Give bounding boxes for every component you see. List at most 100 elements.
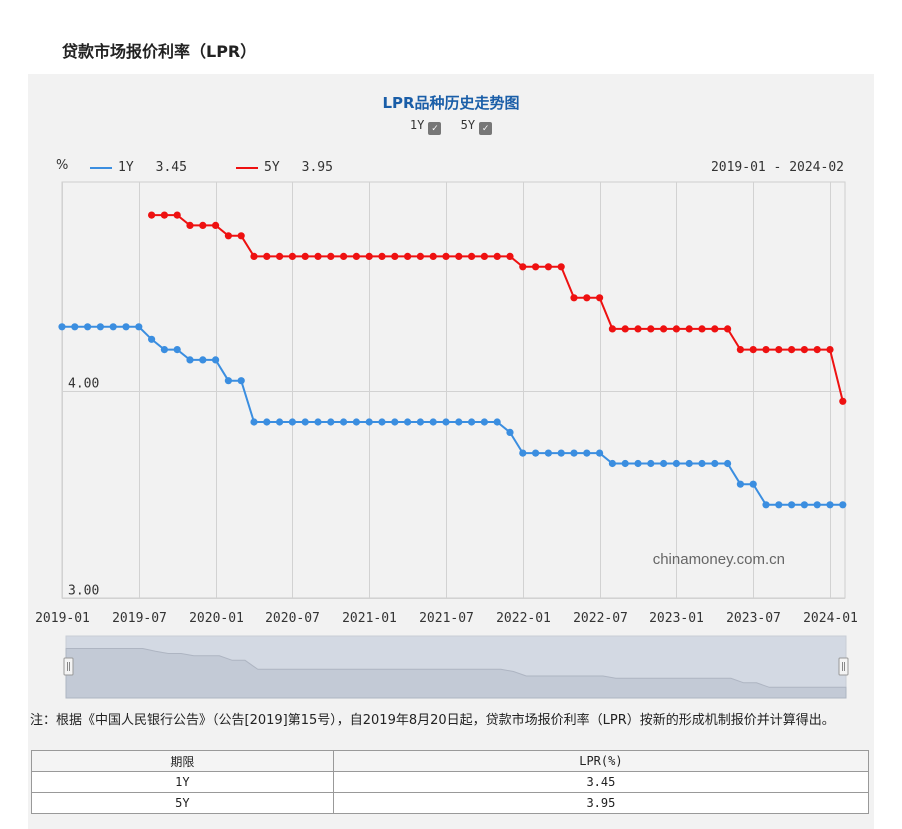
data-point-1y[interactable] [186,356,194,364]
data-point-5y[interactable] [621,325,629,333]
data-point-1y[interactable] [736,480,745,488]
checkbox-icon[interactable]: ✓ [428,122,442,135]
data-point-5y[interactable] [608,325,617,333]
data-point-5y[interactable] [749,346,757,354]
data-point-5y[interactable] [186,221,194,229]
data-point-5y[interactable] [378,252,386,260]
data-point-5y[interactable] [596,294,604,302]
data-point-1y[interactable] [685,459,693,468]
data-point-1y[interactable] [160,346,168,354]
data-point-5y[interactable] [736,346,745,354]
data-point-1y[interactable] [276,418,284,426]
data-point-1y[interactable] [506,428,514,436]
data-point-5y[interactable] [570,294,578,302]
data-point-5y[interactable] [724,325,732,333]
data-point-5y[interactable] [660,325,668,333]
data-point-1y[interactable] [237,377,245,385]
data-point-1y[interactable] [839,501,847,509]
data-point-5y[interactable] [583,294,591,302]
data-point-1y[interactable] [749,480,757,488]
toggle-5y[interactable]: 5Y ✓ [461,118,493,135]
data-point-5y[interactable] [276,252,284,260]
data-point-5y[interactable] [237,232,245,240]
data-point-1y[interactable] [711,459,719,468]
data-point-1y[interactable] [762,501,770,509]
data-point-1y[interactable] [288,418,296,426]
data-point-1y[interactable] [391,418,399,426]
data-point-1y[interactable] [404,418,412,426]
data-point-5y[interactable] [442,252,450,260]
data-point-5y[interactable] [455,252,463,260]
data-point-1y[interactable] [532,449,540,457]
data-point-1y[interactable] [660,459,668,468]
data-point-1y[interactable] [647,459,655,468]
data-point-5y[interactable] [212,221,220,229]
data-point-5y[interactable] [493,252,501,260]
data-point-1y[interactable] [826,501,834,509]
data-point-1y[interactable] [263,418,271,426]
data-point-5y[interactable] [352,252,360,260]
data-point-5y[interactable] [148,211,156,219]
data-point-5y[interactable] [224,232,232,240]
data-point-1y[interactable] [122,323,130,331]
data-point-5y[interactable] [698,325,706,333]
data-point-1y[interactable] [596,449,604,457]
data-point-1y[interactable] [557,449,565,457]
data-point-5y[interactable] [775,346,783,354]
data-point-1y[interactable] [480,418,488,426]
data-point-5y[interactable] [327,252,335,260]
data-point-5y[interactable] [672,325,681,333]
data-point-5y[interactable] [647,325,655,333]
data-point-1y[interactable] [519,449,527,457]
data-point-1y[interactable] [365,418,373,426]
data-point-1y[interactable] [788,501,796,509]
data-point-1y[interactable] [250,418,258,426]
data-point-1y[interactable] [340,418,348,426]
data-point-5y[interactable] [711,325,719,333]
toggle-1y[interactable]: 1Y ✓ [410,118,442,135]
data-point-1y[interactable] [84,323,92,331]
data-point-1y[interactable] [570,449,578,457]
data-point-1y[interactable] [199,356,207,364]
data-point-5y[interactable] [788,346,796,354]
data-point-1y[interactable] [775,501,783,509]
data-point-1y[interactable] [800,501,809,509]
data-point-1y[interactable] [378,418,386,426]
data-point-1y[interactable] [608,459,617,468]
data-point-1y[interactable] [544,449,553,457]
data-point-1y[interactable] [429,418,437,426]
data-point-1y[interactable] [173,346,181,354]
data-point-5y[interactable] [263,252,271,260]
data-point-5y[interactable] [250,252,258,260]
data-point-5y[interactable] [839,397,847,405]
data-point-1y[interactable] [352,418,360,426]
data-point-1y[interactable] [212,356,220,364]
data-point-5y[interactable] [404,252,412,260]
data-point-5y[interactable] [468,252,476,260]
data-point-5y[interactable] [813,346,821,354]
data-point-1y[interactable] [148,335,156,343]
data-point-1y[interactable] [71,323,79,331]
data-point-1y[interactable] [455,418,463,426]
data-point-5y[interactable] [800,346,809,354]
data-point-5y[interactable] [160,211,168,219]
data-point-5y[interactable] [532,263,540,271]
data-point-5y[interactable] [506,252,514,260]
data-point-1y[interactable] [224,377,232,385]
data-point-1y[interactable] [135,323,143,331]
data-point-5y[interactable] [480,252,488,260]
data-point-1y[interactable] [58,323,66,331]
data-point-5y[interactable] [365,252,373,260]
data-point-5y[interactable] [519,263,527,271]
data-point-1y[interactable] [416,418,424,426]
data-point-5y[interactable] [340,252,348,260]
data-point-1y[interactable] [672,459,681,468]
data-point-1y[interactable] [327,418,335,426]
data-point-5y[interactable] [685,325,693,333]
data-point-1y[interactable] [813,501,821,509]
data-point-1y[interactable] [314,418,322,426]
data-point-5y[interactable] [429,252,437,260]
navigator-handle[interactable] [838,657,849,676]
data-point-1y[interactable] [724,459,732,468]
data-point-1y[interactable] [583,449,591,457]
